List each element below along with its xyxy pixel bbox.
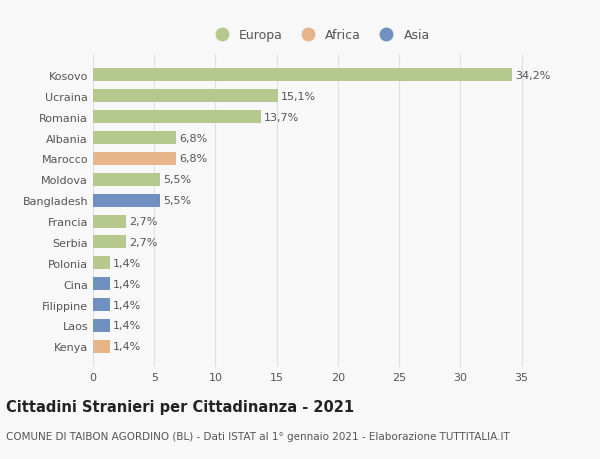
Text: COMUNE DI TAIBON AGORDINO (BL) - Dati ISTAT al 1° gennaio 2021 - Elaborazione TU: COMUNE DI TAIBON AGORDINO (BL) - Dati IS… bbox=[6, 431, 510, 442]
Bar bbox=[93, 319, 110, 332]
Bar bbox=[93, 132, 176, 145]
Bar bbox=[93, 236, 126, 249]
Text: 5,5%: 5,5% bbox=[163, 196, 191, 206]
Text: 1,4%: 1,4% bbox=[113, 321, 142, 331]
Text: 1,4%: 1,4% bbox=[113, 341, 142, 352]
Bar bbox=[93, 215, 126, 228]
Text: 34,2%: 34,2% bbox=[515, 71, 550, 81]
Text: 5,5%: 5,5% bbox=[163, 175, 191, 185]
Bar bbox=[93, 298, 110, 311]
Text: 1,4%: 1,4% bbox=[113, 300, 142, 310]
Text: 1,4%: 1,4% bbox=[113, 258, 142, 268]
Text: 6,8%: 6,8% bbox=[179, 133, 208, 143]
Bar bbox=[93, 111, 261, 124]
Text: 13,7%: 13,7% bbox=[264, 112, 299, 123]
Text: 6,8%: 6,8% bbox=[179, 154, 208, 164]
Text: 1,4%: 1,4% bbox=[113, 279, 142, 289]
Text: 2,7%: 2,7% bbox=[129, 237, 157, 247]
Text: 2,7%: 2,7% bbox=[129, 217, 157, 227]
Text: 15,1%: 15,1% bbox=[281, 91, 316, 101]
Bar bbox=[93, 90, 278, 103]
Text: Cittadini Stranieri per Cittadinanza - 2021: Cittadini Stranieri per Cittadinanza - 2… bbox=[6, 399, 354, 414]
Bar bbox=[93, 69, 512, 82]
Bar bbox=[93, 194, 160, 207]
Bar bbox=[93, 174, 160, 186]
Legend: Europa, Africa, Asia: Europa, Africa, Asia bbox=[204, 24, 435, 47]
Bar bbox=[93, 257, 110, 270]
Bar bbox=[93, 278, 110, 291]
Bar bbox=[93, 152, 176, 166]
Bar bbox=[93, 340, 110, 353]
